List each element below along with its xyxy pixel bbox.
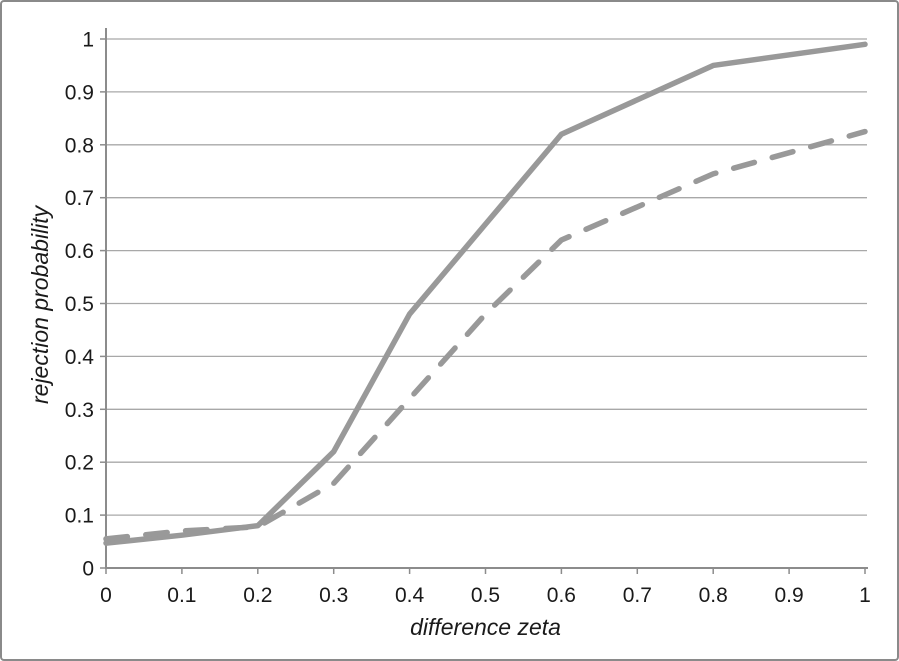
series-solid-line bbox=[103, 41, 868, 546]
x-tick-label: 0.1 bbox=[167, 584, 196, 607]
x-tick-label: 0 bbox=[100, 584, 112, 607]
y-tick-label: 0.6 bbox=[65, 240, 94, 263]
series-dashed-line bbox=[103, 128, 868, 542]
y-tick-label: 0.4 bbox=[65, 346, 95, 369]
y-tick-label: 0.9 bbox=[65, 81, 94, 104]
y-tick-label: 1 bbox=[82, 29, 94, 52]
x-tick-label: 0.9 bbox=[774, 584, 803, 607]
y-tick-label: 0.7 bbox=[65, 187, 94, 210]
x-axis-title: difference zeta bbox=[410, 614, 561, 640]
x-tick-label: 0.6 bbox=[547, 584, 576, 607]
x-tick-label: 0.5 bbox=[471, 584, 500, 607]
y-tick-label: 0.8 bbox=[65, 134, 94, 157]
x-tick-label: 0.7 bbox=[623, 584, 652, 607]
x-tick-label: 0.2 bbox=[243, 584, 272, 607]
y-tick-label: 0.1 bbox=[65, 505, 94, 528]
y-tick-label: 0.5 bbox=[65, 293, 94, 316]
x-tick-label: 0.3 bbox=[319, 584, 348, 607]
x-tick-label: 1 bbox=[859, 584, 871, 607]
x-tick-label: 0.8 bbox=[699, 584, 728, 607]
y-tick-label: 0 bbox=[82, 558, 94, 581]
y-tick-label: 0.2 bbox=[65, 452, 94, 475]
y-tick-label: 0.3 bbox=[65, 399, 94, 422]
y-axis-title: rejection probability bbox=[27, 205, 53, 404]
x-tick-label: 0.4 bbox=[395, 584, 425, 607]
